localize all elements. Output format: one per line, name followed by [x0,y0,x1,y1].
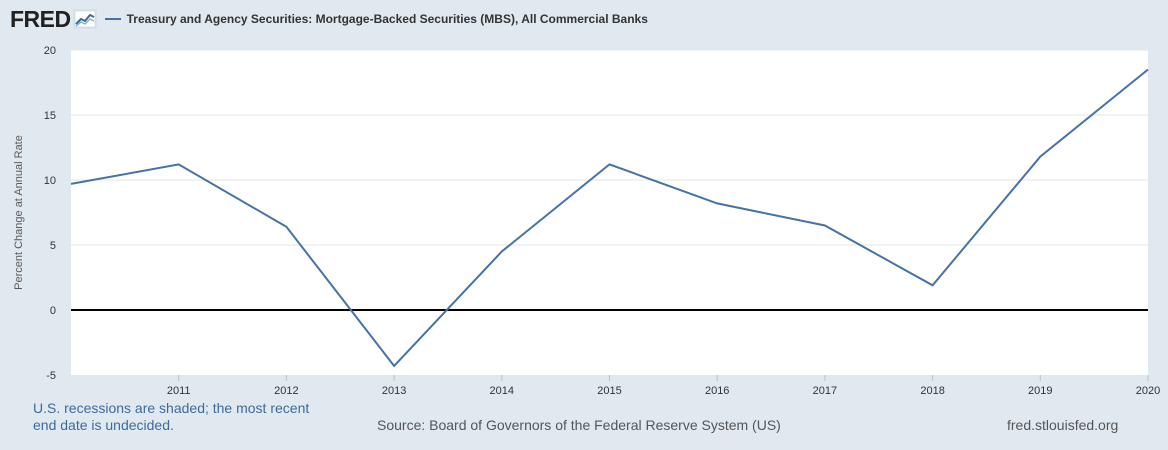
fred-url-link[interactable]: fred.stlouisfed.org [1007,417,1119,433]
y-axis-label: Percent Change at Annual Rate [13,135,25,290]
x-tick-label: 2015 [597,385,621,397]
data-point[interactable] [713,199,721,207]
data-point[interactable] [1036,153,1044,161]
x-tick-label: 2017 [813,385,837,397]
x-tick-label: 2020 [1136,385,1160,397]
x-axis-ticks: 2011 2012 2013 2014 2015 2016 2017 2018 2019 2020 [167,375,1160,397]
y-tick-label: 5 [50,240,56,252]
y-tick-label: 15 [44,110,56,122]
y-tick-label: 20 [44,45,56,57]
data-point[interactable] [67,180,75,188]
plot-area [71,50,1148,375]
y-axis-ticks: -5 0 5 10 15 20 [44,45,56,382]
series-line[interactable] [70,68,1149,368]
y-tick-label: 10 [44,175,56,187]
data-point[interactable] [175,160,183,168]
recession-note: U.S. recessions are shaded; the most rec… [33,400,310,433]
x-tick-label: 2019 [1028,385,1052,397]
gridlines [71,49,1148,246]
x-tick-label: 2018 [920,385,944,397]
data-point[interactable] [821,222,829,230]
data-point[interactable] [390,362,398,370]
data-point[interactable] [606,160,614,168]
legend[interactable]: Treasury and Agency Securities: Mortgage… [104,12,648,26]
x-tick-label: 2014 [490,385,514,397]
legend-label: Treasury and Agency Securities: Mortgage… [126,12,648,26]
x-tick-label: 2013 [382,385,406,397]
fred-graph-icon [72,9,97,29]
data-point[interactable] [498,248,506,256]
logo-text: FRED [10,6,71,32]
y-tick-label: -5 [46,370,56,382]
data-point[interactable] [1144,66,1152,74]
data-point[interactable] [929,281,937,289]
data-point[interactable] [282,223,290,231]
x-tick-label: 2012 [274,385,298,397]
legend-swatch [104,18,121,20]
fred-logo[interactable]: FRED [10,6,97,32]
x-tick-label: 2011 [167,385,191,397]
x-tick-label: 2016 [705,385,729,397]
y-tick-label: 0 [50,305,56,317]
header: FRED Treasury and Agency Securities: Mor… [10,6,648,32]
source-text: Source: Board of Governors of the Federa… [377,417,781,433]
